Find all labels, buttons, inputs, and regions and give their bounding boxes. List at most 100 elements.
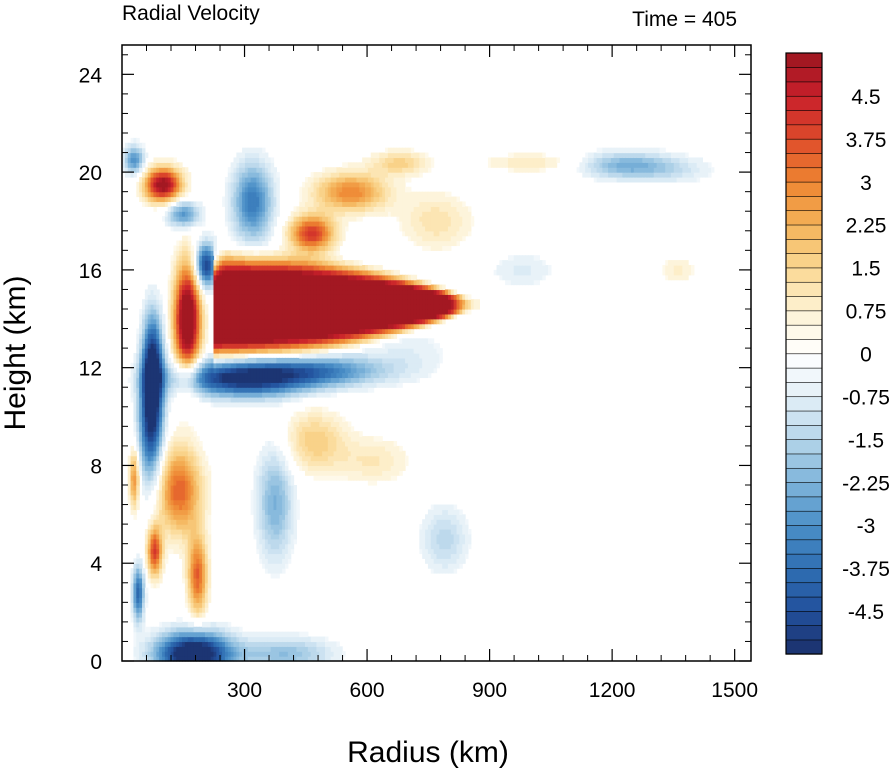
field-cell: [136, 401, 140, 408]
field-cell: [307, 225, 312, 232]
field-cell: [179, 206, 183, 212]
field-cell: [299, 274, 303, 281]
field-cell: [253, 162, 257, 168]
field-cell: [276, 460, 280, 467]
field-cell: [279, 470, 283, 476]
field-cell: [310, 333, 315, 339]
field-cell: [282, 553, 286, 559]
field-cell: [270, 387, 275, 393]
field-cell: [193, 631, 197, 638]
field-cell: [193, 392, 197, 398]
field-cell: [167, 362, 172, 369]
field-cell: [273, 489, 277, 496]
field-cell: [256, 260, 260, 266]
field-cell: [159, 426, 163, 432]
field-cell: [339, 470, 343, 476]
field-cell: [133, 612, 137, 618]
field-cell: [310, 651, 315, 657]
field-cell: [139, 387, 143, 393]
field-cell: [204, 494, 209, 501]
field-cell: [204, 597, 209, 603]
field-cell: [316, 250, 320, 256]
field-cell: [244, 651, 249, 657]
field-cell: [262, 284, 266, 291]
field-cell: [293, 421, 298, 427]
field-cell: [207, 489, 212, 496]
field-cell: [336, 269, 340, 276]
field-cell: [142, 152, 146, 159]
field-cell: [199, 582, 203, 589]
field-cell: [287, 494, 292, 501]
field-cell: [173, 221, 177, 227]
field-cell: [284, 460, 289, 467]
field-cell: [230, 313, 235, 320]
field-cell: [302, 294, 306, 300]
field-cell: [316, 333, 320, 339]
field-cell: [176, 265, 180, 271]
field-cell: [170, 304, 175, 310]
field-cell: [296, 323, 300, 330]
field-cell: [273, 196, 277, 203]
field-cell: [296, 450, 300, 457]
field-cell: [184, 172, 189, 178]
field-cell: [202, 269, 206, 276]
field-cell: [219, 328, 223, 335]
field-cell: [270, 465, 275, 471]
field-cell: [164, 475, 169, 481]
field-cell: [227, 372, 232, 379]
field-cell: [264, 401, 269, 408]
field-cell: [325, 304, 329, 310]
field-cell: [179, 225, 183, 232]
field-cell: [279, 294, 283, 300]
field-cell: [170, 162, 175, 168]
field-cell: [270, 519, 275, 525]
field-cell: [342, 651, 346, 657]
field-cell: [302, 387, 306, 393]
field-cell: [290, 255, 295, 261]
field-cell: [290, 328, 295, 335]
field-cell: [167, 357, 172, 364]
field-cell: [262, 181, 266, 188]
field-cell: [173, 499, 177, 506]
field-cell: [319, 367, 323, 374]
field-cell: [176, 348, 180, 354]
field-cell: [244, 294, 249, 300]
field-cell: [330, 641, 335, 647]
field-cell: [256, 162, 260, 168]
field-cell: [262, 211, 266, 217]
field-cell: [339, 377, 343, 383]
field-cell: [136, 416, 140, 423]
field-cell: [267, 235, 272, 242]
field-cell: [293, 514, 298, 520]
field-cell: [167, 289, 172, 295]
field-cell: [273, 397, 277, 403]
field-cell: [170, 445, 175, 452]
field-cell: [284, 225, 289, 232]
field-cell: [147, 626, 152, 633]
field-cell: [210, 626, 215, 633]
field-cell: [310, 377, 315, 383]
field-cell: [247, 377, 252, 383]
field-cell: [290, 494, 295, 501]
field-cell: [284, 309, 289, 315]
field-cell: [179, 465, 183, 471]
field-cell: [136, 142, 140, 149]
field-cell: [273, 641, 277, 647]
field-cell: [262, 255, 266, 261]
field-cell: [196, 524, 200, 530]
field-cell: [224, 641, 229, 647]
field-cell: [204, 245, 209, 251]
field-cell: [193, 612, 197, 618]
field-cell: [293, 397, 298, 403]
field-cell: [259, 211, 263, 217]
field-cell: [130, 573, 135, 579]
field-cell: [167, 157, 172, 163]
field-cell: [170, 167, 175, 173]
field-cell: [299, 656, 303, 662]
field-cell: [156, 460, 160, 467]
field-cell: [207, 646, 212, 652]
field-cell: [204, 265, 209, 271]
field-cell: [216, 284, 220, 291]
field-cell: [264, 201, 269, 207]
field-cell: [142, 656, 146, 662]
